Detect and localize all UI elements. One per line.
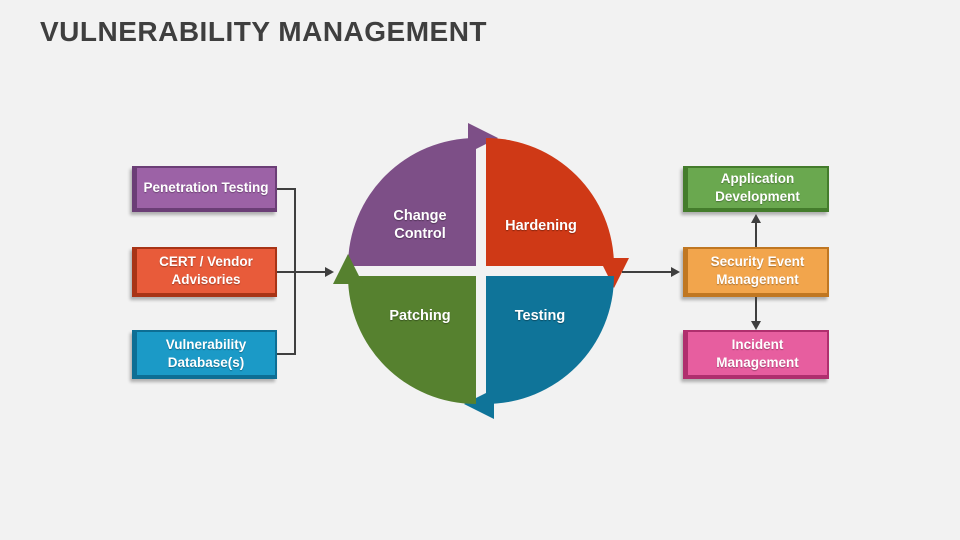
input-box-penetration-testing: Penetration Testing <box>132 166 277 212</box>
input-box-label: Penetration Testing <box>143 180 269 196</box>
connector-line <box>755 297 757 322</box>
input-box-label: Vulnerability Database(s) <box>165 336 247 370</box>
segment-shape <box>348 138 476 266</box>
connector-line <box>277 353 296 355</box>
connector-line <box>277 271 325 273</box>
segment-patching <box>333 254 476 404</box>
page-title: VULNERABILITY MANAGEMENT <box>40 16 488 47</box>
segment-change-control <box>348 123 498 266</box>
arrowhead-right-icon <box>671 267 680 277</box>
output-box-label: Application Development <box>715 171 800 204</box>
segment-arrowhead-icon <box>468 123 498 153</box>
arrowhead-down-icon <box>751 321 761 330</box>
segment-label-testing: Testing <box>514 307 566 324</box>
segment-shape <box>486 138 614 266</box>
output-box-incident-management: Incident Management <box>683 330 829 379</box>
segment-label-patching: Patching <box>389 307 451 324</box>
segment-arrowhead-icon <box>333 254 363 284</box>
segment-shape <box>348 276 476 404</box>
connector-line <box>622 271 672 273</box>
connector-line <box>755 222 757 247</box>
input-box-cert-vendor-advisories: CERT / Vendor Advisories <box>132 247 277 297</box>
segment-arrowhead-icon <box>599 258 629 288</box>
output-box-security-event-management: Security Event Management <box>683 247 829 297</box>
arrowhead-up-icon <box>751 214 761 223</box>
segment-hardening <box>486 138 629 288</box>
input-box-vulnerability-databases: Vulnerability Database(s) <box>132 330 277 379</box>
output-box-application-development: Application Development <box>683 166 829 212</box>
segment-label-change-control: Change Control <box>393 207 447 242</box>
arrowhead-right-icon <box>325 267 334 277</box>
segment-arrowhead-icon <box>464 389 494 419</box>
segment-label-hardening: Hardening <box>505 217 577 234</box>
connector-line <box>277 188 296 190</box>
segment-shape <box>486 276 614 404</box>
segment-testing <box>464 276 614 419</box>
output-box-label: Incident Management <box>716 336 799 370</box>
cycle-quadrants <box>333 123 629 419</box>
input-box-label: CERT / Vendor Advisories <box>159 254 253 287</box>
vulnerability-cycle-diagram: Change Control Hardening Patching Testin… <box>331 121 631 421</box>
output-box-label: Security Event Management <box>710 254 805 287</box>
